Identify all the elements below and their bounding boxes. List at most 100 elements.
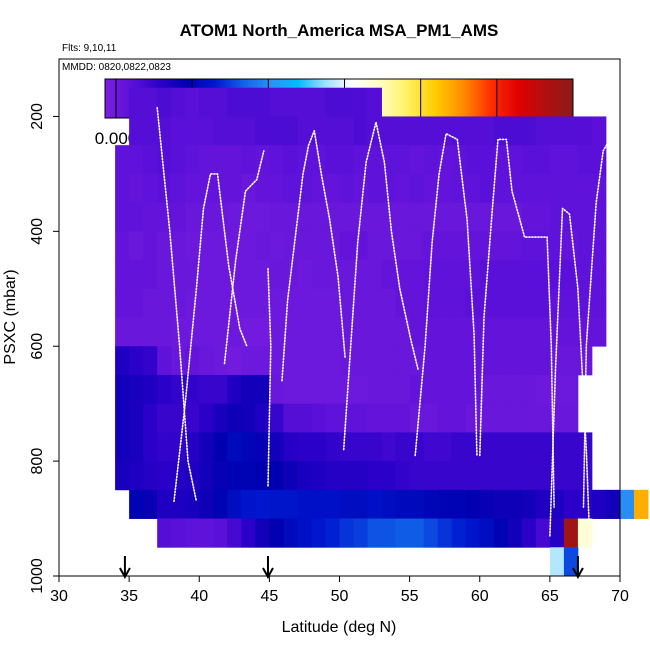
heatmap-cell <box>339 432 354 462</box>
heatmap-cell <box>297 518 312 548</box>
heatmap-cell <box>367 87 382 117</box>
latitude-marker-arrow <box>572 556 584 580</box>
heatmap-cell <box>171 231 186 261</box>
heatmap-cell <box>353 374 368 405</box>
heatmap-cell <box>129 173 144 204</box>
heatmap-cell <box>241 432 256 462</box>
heatmap-cell <box>535 403 551 433</box>
heatmap-cell <box>157 317 172 347</box>
heatmap-cell <box>269 432 284 462</box>
y-tick-label: 400 <box>29 218 46 245</box>
heatmap-cell <box>213 116 228 146</box>
heatmap-cell <box>297 231 312 261</box>
x-tick-label: 60 <box>471 588 489 605</box>
heatmap-cell <box>199 403 214 433</box>
heatmap-cell <box>157 432 172 462</box>
heatmap-cell <box>465 461 481 491</box>
heatmap-cell <box>185 374 200 405</box>
heatmap-cell <box>465 202 481 232</box>
heatmap-cell <box>185 432 200 462</box>
heatmap-cell <box>521 231 537 261</box>
x-axis-label: Latitude (deg N) <box>282 619 397 636</box>
heatmap-cell <box>367 518 382 548</box>
heatmap-cell <box>129 145 144 175</box>
flight-track <box>478 138 555 508</box>
x-tick-label: 30 <box>50 588 68 605</box>
heatmap-cell <box>409 317 425 347</box>
heatmap-cell <box>493 518 509 548</box>
heatmap-cell <box>563 202 579 232</box>
heatmap-cell <box>213 145 228 175</box>
heatmap-cell <box>227 202 242 232</box>
heatmap-cell <box>213 403 228 433</box>
heatmap-cell <box>549 518 565 548</box>
heatmap-cell <box>311 489 326 519</box>
heatmap-cell <box>297 403 312 433</box>
heatmap-cell <box>591 317 607 347</box>
heatmap-cell <box>129 432 144 462</box>
heatmap-cell <box>507 317 523 347</box>
heatmap-cell <box>423 461 439 491</box>
heatmap-cell <box>297 145 312 175</box>
heatmap-cell <box>241 403 256 433</box>
flight-track <box>267 267 272 488</box>
heatmap-cell <box>409 173 425 204</box>
heatmap-cell <box>563 518 579 548</box>
heatmap-cell <box>297 374 312 405</box>
heatmap-cell <box>255 489 270 519</box>
heatmap-cell <box>591 116 607 146</box>
heatmap-cell <box>213 432 228 462</box>
heatmap-cell <box>353 145 368 175</box>
heatmap-cell <box>115 403 130 433</box>
heatmap-cell <box>535 173 551 204</box>
x-tick-label: 65 <box>541 588 559 605</box>
heatmap-cell <box>115 346 130 376</box>
heatmap-cell <box>283 489 298 519</box>
heatmap-cell <box>451 432 467 462</box>
heatmap-cell <box>185 489 200 519</box>
heatmap-cell <box>423 518 439 548</box>
heatmap-cell <box>325 202 340 232</box>
heatmap-cell <box>591 173 607 204</box>
heatmap-cell <box>507 145 523 175</box>
latitude-markers <box>119 556 584 580</box>
heatmap-cell <box>493 489 509 519</box>
heatmap-cell <box>437 489 453 519</box>
flights-annotation: Flts: 9,10,11 <box>62 43 117 54</box>
heatmap-cell <box>493 116 509 146</box>
heatmap-cell <box>339 145 354 175</box>
heatmap-cell <box>493 346 509 376</box>
heatmap-cell <box>521 317 537 347</box>
heatmap-cell <box>563 489 579 519</box>
heatmap-cell <box>227 374 242 405</box>
heatmap-cell <box>227 116 242 146</box>
heatmap-cell <box>563 346 579 376</box>
heatmap-cell <box>479 374 495 405</box>
heatmap-cell <box>465 489 481 519</box>
heatmap-cell <box>213 288 228 318</box>
heatmap-cell <box>297 317 312 347</box>
heatmap-cell <box>171 173 186 204</box>
heatmap-cell <box>437 317 453 347</box>
heatmap-cell <box>353 116 368 146</box>
y-tick-label: 600 <box>29 333 46 360</box>
heatmap-cell <box>283 87 298 117</box>
heatmap-cell <box>325 317 340 347</box>
heatmap-cell <box>465 145 481 175</box>
heatmap-cell <box>353 202 368 232</box>
heatmap-cell <box>535 202 551 232</box>
heatmap-cell <box>339 116 354 146</box>
flight-track <box>281 130 346 382</box>
heatmap-cell <box>423 288 439 318</box>
heatmap-cell <box>381 518 396 548</box>
heatmap-cell <box>507 202 523 232</box>
heatmap-cell <box>255 346 270 376</box>
heatmap-cell <box>297 461 312 491</box>
heatmap-cell <box>591 260 607 290</box>
heatmap-cell <box>325 87 340 117</box>
heatmap-cell <box>367 260 382 290</box>
heatmap-cell <box>199 288 214 318</box>
heatmap-cell <box>409 202 425 232</box>
heatmap-cell <box>157 288 172 318</box>
